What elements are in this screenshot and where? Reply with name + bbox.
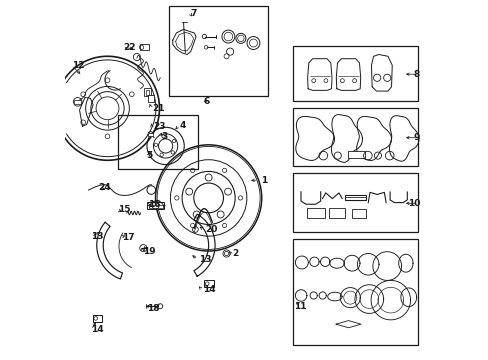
Bar bbox=[292, 108, 418, 166]
Text: 18: 18 bbox=[147, 304, 159, 313]
Text: 13: 13 bbox=[91, 232, 103, 241]
Text: 10: 10 bbox=[407, 199, 419, 208]
Text: 5: 5 bbox=[145, 151, 152, 160]
Bar bbox=[147, 202, 164, 209]
Bar bbox=[306, 208, 325, 219]
Text: 16: 16 bbox=[147, 200, 160, 209]
Bar bbox=[145, 90, 149, 95]
Text: 2: 2 bbox=[231, 249, 238, 258]
Bar bbox=[292, 239, 418, 345]
Text: 22: 22 bbox=[123, 43, 136, 52]
Bar bbox=[204, 280, 214, 287]
Text: 13: 13 bbox=[199, 255, 211, 264]
Bar bbox=[144, 88, 150, 96]
Bar bbox=[348, 150, 364, 158]
Text: 1: 1 bbox=[261, 176, 267, 185]
Text: 14: 14 bbox=[91, 325, 103, 334]
Text: 7: 7 bbox=[190, 9, 197, 18]
Text: 19: 19 bbox=[143, 247, 156, 256]
Bar bbox=[169, 6, 267, 96]
Text: 21: 21 bbox=[152, 104, 164, 113]
Bar bbox=[292, 173, 418, 232]
Text: 14: 14 bbox=[202, 285, 215, 294]
Text: 6: 6 bbox=[203, 97, 209, 106]
Bar bbox=[118, 116, 198, 169]
Text: 15: 15 bbox=[118, 205, 130, 214]
Bar bbox=[148, 134, 152, 136]
Text: 4: 4 bbox=[180, 121, 186, 130]
Text: 17: 17 bbox=[122, 233, 134, 242]
Text: 12: 12 bbox=[72, 61, 84, 70]
Text: 23: 23 bbox=[153, 122, 165, 131]
Text: 11: 11 bbox=[293, 302, 305, 311]
Bar bbox=[140, 44, 148, 50]
Text: 24: 24 bbox=[98, 183, 111, 192]
Bar bbox=[328, 208, 344, 219]
Bar bbox=[74, 100, 81, 104]
Bar bbox=[93, 315, 102, 321]
Text: 9: 9 bbox=[413, 133, 419, 142]
Bar bbox=[344, 194, 366, 200]
Bar bbox=[292, 45, 418, 101]
Bar bbox=[147, 95, 154, 102]
Text: 20: 20 bbox=[204, 225, 217, 234]
Text: 8: 8 bbox=[413, 70, 419, 79]
Bar bbox=[351, 209, 366, 219]
Text: 3: 3 bbox=[161, 132, 167, 141]
